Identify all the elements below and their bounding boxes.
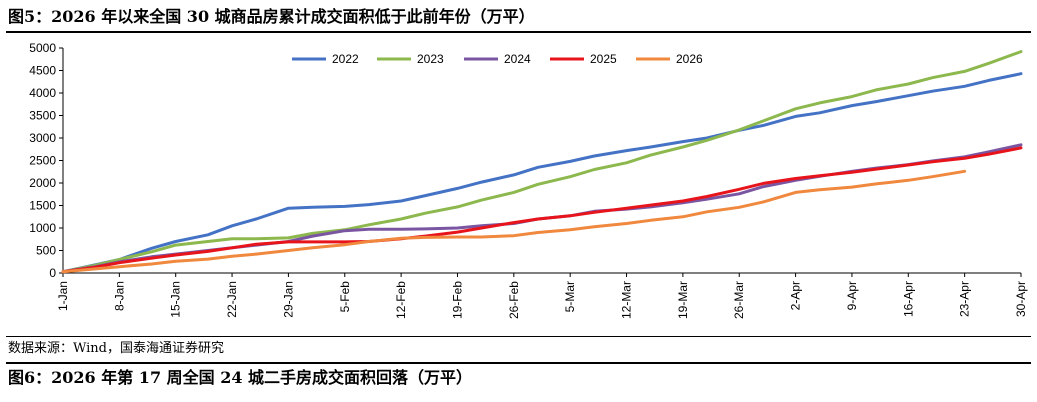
x-tick-label: 15-Jan: [169, 281, 183, 318]
x-tick-label: 9-Apr: [845, 281, 859, 310]
figure-5-title: 图5：2026 年以来全国 30 城商品房累计成交面积低于此前年份（万平）: [8, 7, 535, 26]
legend-label-2023: 2023: [417, 52, 444, 66]
x-tick-label: 16-Apr: [901, 281, 915, 317]
x-tick-label: 2-Apr: [789, 281, 803, 310]
x-tick-label: 5-Mar: [563, 281, 577, 312]
x-tick-label: 19-Feb: [450, 281, 464, 319]
x-tick-label: 30-Apr: [1014, 281, 1028, 317]
chart-series: [61, 50, 1023, 274]
legend-label-2026: 2026: [676, 52, 703, 66]
figure-6-divider: [6, 362, 1031, 364]
legend-label-2024: 2024: [504, 52, 531, 66]
x-tick-label: 8-Jan: [112, 281, 126, 311]
source-divider: [6, 336, 1031, 337]
y-tick-label: 2500: [29, 154, 56, 168]
y-axis-ticks: 0 500 1000 1500 2000 2500 3000 3500 4000 4500 5000: [29, 41, 63, 280]
legend-label-2025: 2025: [590, 52, 617, 66]
chart-legend: 2022 2023 2024 2025 2026: [292, 52, 703, 66]
line-chart: 0 500 1000 1500 2000 2500 3000 3500 4000 4500 5000…: [29, 41, 1028, 319]
x-tick-label: 26-Feb: [507, 281, 521, 319]
y-tick-label: 3500: [29, 109, 56, 123]
series-line-2025: [61, 146, 1023, 274]
x-tick-label: 19-Mar: [676, 281, 690, 319]
y-tick-label: 5000: [29, 41, 56, 55]
x-tick-label: 29-Jan: [281, 281, 295, 318]
x-tick-label: 22-Jan: [225, 281, 239, 318]
y-tick-label: 4000: [29, 86, 56, 100]
x-tick-label: 26-Mar: [732, 281, 746, 319]
series-line-2022: [61, 72, 1023, 274]
y-tick-label: 500: [36, 244, 56, 258]
y-tick-label: 3000: [29, 131, 56, 145]
legend-label-2022: 2022: [332, 52, 359, 66]
y-tick-label: 0: [49, 266, 56, 280]
x-tick-label: 12-Feb: [394, 281, 408, 319]
chart-axes: [62, 48, 1021, 274]
x-axis-ticks: 1-Jan 8-Jan 15-Jan 22-Jan 29-Jan 5-Feb 12-Feb 1…: [56, 273, 1028, 319]
x-tick-label: 23-Apr: [958, 281, 972, 317]
title-underline: [6, 31, 1031, 33]
x-tick-label: 12-Mar: [620, 281, 634, 319]
y-tick-label: 1000: [29, 221, 56, 235]
y-tick-label: 1500: [29, 199, 56, 213]
data-source-note: 数据来源：Wind，国泰海通证券研究: [8, 341, 224, 356]
figure-6-title: 图6：2026 年第 17 周全国 24 城二手房成交面积回落（万平）: [8, 368, 473, 387]
x-tick-label: 5-Feb: [338, 281, 352, 313]
y-tick-label: 2000: [29, 176, 56, 190]
series-line-2026: [61, 169, 967, 274]
series-line-2023: [61, 50, 1023, 274]
x-tick-label: 1-Jan: [56, 281, 70, 311]
y-tick-label: 4500: [29, 64, 56, 78]
